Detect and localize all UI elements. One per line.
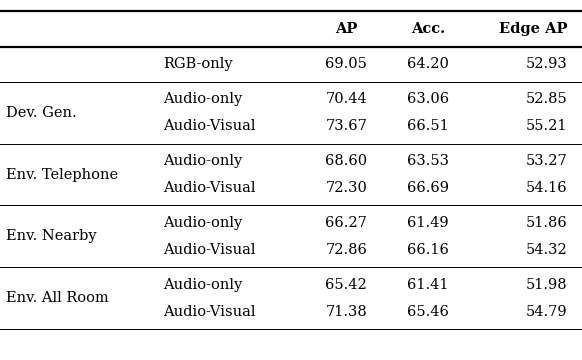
Text: Env. All Room: Env. All Room <box>6 291 109 305</box>
Text: Env. Telephone: Env. Telephone <box>6 167 118 181</box>
Text: Audio-only: Audio-only <box>163 154 242 168</box>
Text: AP: AP <box>335 22 357 36</box>
Text: 65.42: 65.42 <box>325 278 367 292</box>
Text: 54.16: 54.16 <box>526 181 567 195</box>
Text: 70.44: 70.44 <box>325 92 367 106</box>
Text: 55.21: 55.21 <box>526 120 567 133</box>
Text: 51.86: 51.86 <box>526 216 567 230</box>
Text: 68.60: 68.60 <box>325 154 367 168</box>
Text: 72.30: 72.30 <box>325 181 367 195</box>
Text: Audio-Visual: Audio-Visual <box>163 120 255 133</box>
Text: 61.41: 61.41 <box>407 278 449 292</box>
Text: Edge AP: Edge AP <box>499 22 567 36</box>
Text: Env. Nearby: Env. Nearby <box>6 229 97 243</box>
Text: 63.06: 63.06 <box>407 92 449 106</box>
Text: 52.93: 52.93 <box>526 57 567 71</box>
Text: 54.32: 54.32 <box>526 243 567 257</box>
Text: Audio-Visual: Audio-Visual <box>163 243 255 257</box>
Text: 63.53: 63.53 <box>407 154 449 168</box>
Text: Audio-only: Audio-only <box>163 278 242 292</box>
Text: 64.20: 64.20 <box>407 57 449 71</box>
Text: Acc.: Acc. <box>411 22 445 36</box>
Text: Audio-only: Audio-only <box>163 216 242 230</box>
Text: 51.98: 51.98 <box>526 278 567 292</box>
Text: Audio-Visual: Audio-Visual <box>163 305 255 319</box>
Text: 71.38: 71.38 <box>325 305 367 319</box>
Text: 66.16: 66.16 <box>407 243 449 257</box>
Text: 72.86: 72.86 <box>325 243 367 257</box>
Text: 69.05: 69.05 <box>325 57 367 71</box>
Text: 52.85: 52.85 <box>526 92 567 106</box>
Text: 61.49: 61.49 <box>407 216 449 230</box>
Text: 66.27: 66.27 <box>325 216 367 230</box>
Text: 66.51: 66.51 <box>407 120 449 133</box>
Text: 54.79: 54.79 <box>526 305 567 319</box>
Text: 73.67: 73.67 <box>325 120 367 133</box>
Text: 53.27: 53.27 <box>526 154 567 168</box>
Text: 65.46: 65.46 <box>407 305 449 319</box>
Text: Audio-Visual: Audio-Visual <box>163 181 255 195</box>
Text: 66.69: 66.69 <box>407 181 449 195</box>
Text: Audio-only: Audio-only <box>163 92 242 106</box>
Text: Dev. Gen.: Dev. Gen. <box>6 106 76 120</box>
Text: RGB-only: RGB-only <box>163 57 233 71</box>
